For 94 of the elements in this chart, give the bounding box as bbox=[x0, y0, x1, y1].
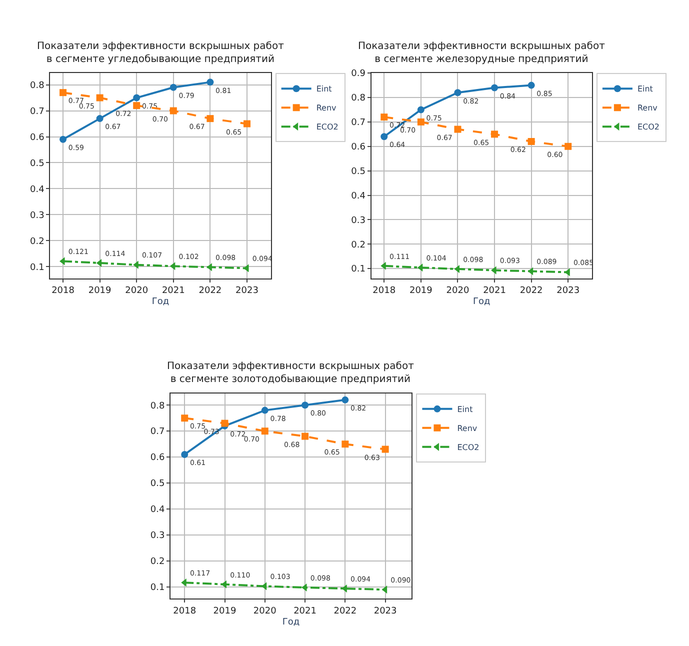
x-tick-label: 2023 bbox=[556, 286, 580, 296]
point bbox=[96, 115, 104, 122]
point bbox=[380, 114, 388, 121]
point bbox=[96, 94, 104, 102]
x-tick-label: 2021 bbox=[294, 606, 316, 616]
chart-title: Показатели эффективности вскрышных работ в сегменте золотодобывающие предприятий bbox=[167, 361, 414, 385]
point bbox=[302, 432, 309, 440]
y-tick-label: 0.5 bbox=[30, 158, 44, 169]
y-tick-label: 0.8 bbox=[351, 94, 366, 104]
x-axis-title: Год bbox=[473, 296, 490, 307]
y-tick-label: 0.3 bbox=[30, 210, 44, 221]
x-tick-label: 2019 bbox=[409, 286, 433, 296]
chart-title: Показатели эффективности вскрышных работ в сегменте железорудные предприятий bbox=[358, 41, 606, 65]
x-tick-label: 2019 bbox=[213, 606, 236, 616]
point bbox=[133, 94, 140, 102]
x-tick-label: 2019 bbox=[88, 286, 112, 296]
y-tick-label: 0.1 bbox=[30, 262, 44, 273]
point bbox=[417, 118, 424, 126]
x-tick-label: 2022 bbox=[334, 606, 357, 616]
point bbox=[454, 126, 462, 133]
point bbox=[342, 396, 349, 404]
x-tick-label: 2020 bbox=[125, 286, 148, 296]
point bbox=[181, 414, 188, 422]
point bbox=[528, 267, 534, 276]
point bbox=[170, 262, 176, 270]
point bbox=[417, 264, 423, 272]
x-tick-label: 2021 bbox=[483, 286, 506, 296]
point bbox=[243, 120, 250, 128]
point bbox=[528, 82, 535, 89]
point bbox=[261, 406, 268, 414]
y-tick-label: 0.6 bbox=[351, 142, 366, 153]
point bbox=[454, 89, 462, 96]
point bbox=[221, 420, 228, 427]
point bbox=[382, 446, 389, 453]
point bbox=[564, 142, 572, 150]
y-tick-label: 0.1 bbox=[351, 264, 366, 275]
x-tick-label: 2023 bbox=[374, 606, 397, 616]
x-tick-label: 2020 bbox=[446, 286, 470, 296]
x-tick-label: 2018 bbox=[52, 286, 75, 296]
y-tick-label: 0.4 bbox=[30, 184, 45, 195]
point bbox=[206, 78, 214, 86]
y-tick-label: 0.6 bbox=[30, 132, 45, 143]
y-tick-label: 0.7 bbox=[30, 106, 44, 117]
y-tick-label: 0.4 bbox=[351, 191, 366, 202]
chart-title: Показатели эффективности вскрышных работ в сегменте угледобывающие предприятий bbox=[37, 41, 284, 65]
legend-label: ECO2 bbox=[316, 122, 338, 132]
x-tick-label: 2018 bbox=[372, 286, 396, 296]
point bbox=[382, 586, 388, 594]
y-tick-label: 0.3 bbox=[150, 531, 165, 542]
x-tick-label: 2020 bbox=[253, 606, 277, 616]
point bbox=[60, 136, 67, 143]
y-tick-label: 0.3 bbox=[351, 216, 366, 226]
y-tick-label: 0.1 bbox=[150, 583, 165, 594]
legend-label: Eint bbox=[316, 84, 332, 94]
x-tick-label: 2022 bbox=[198, 286, 222, 296]
x-tick-label: 2018 bbox=[173, 606, 196, 616]
point bbox=[302, 402, 309, 409]
y-tick-label: 0.9 bbox=[351, 69, 366, 80]
point bbox=[60, 89, 67, 96]
legend-label: Renv bbox=[457, 424, 478, 434]
x-tick-label: 2021 bbox=[162, 286, 185, 296]
legend-label: ECO2 bbox=[457, 443, 480, 452]
point bbox=[133, 102, 140, 110]
y-tick-label: 0.2 bbox=[30, 236, 44, 247]
y-tick-label: 0.2 bbox=[351, 240, 366, 250]
point bbox=[491, 130, 498, 138]
y-tick-label: 0.7 bbox=[150, 427, 165, 438]
x-tick-label: 2022 bbox=[520, 286, 543, 296]
y-tick-label: 0.6 bbox=[150, 453, 166, 464]
x-tick-label: 2023 bbox=[236, 286, 258, 296]
point bbox=[206, 115, 214, 122]
y-tick-label: 0.5 bbox=[150, 479, 165, 490]
legend-label: Eint bbox=[637, 84, 653, 94]
y-tick-label: 0.8 bbox=[30, 80, 45, 91]
point bbox=[491, 84, 498, 92]
point bbox=[342, 440, 349, 448]
point bbox=[181, 450, 188, 458]
legend-label: Renv bbox=[637, 104, 658, 113]
x-axis-title: Год bbox=[282, 617, 300, 628]
point bbox=[528, 138, 535, 146]
legend-label: Renv bbox=[316, 104, 337, 113]
y-tick-label: 0.5 bbox=[351, 166, 366, 177]
point bbox=[380, 133, 388, 140]
x-axis-title: Год bbox=[152, 296, 170, 307]
legend-label: ECO2 bbox=[637, 122, 660, 132]
point bbox=[170, 84, 177, 91]
point bbox=[261, 428, 268, 435]
legend-label: Eint bbox=[457, 405, 473, 414]
y-tick-label: 0.4 bbox=[150, 505, 166, 516]
y-tick-label: 0.8 bbox=[150, 401, 166, 412]
y-tick-label: 0.7 bbox=[351, 118, 366, 128]
y-tick-label: 0.2 bbox=[150, 557, 165, 568]
point bbox=[417, 106, 424, 114]
point bbox=[170, 107, 177, 114]
